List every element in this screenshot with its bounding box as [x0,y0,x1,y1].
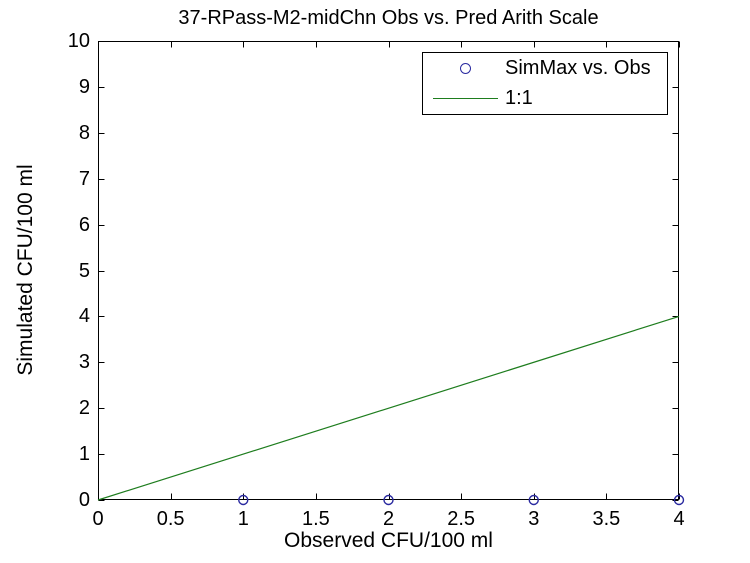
x-tick-label: 3 [528,508,540,530]
x-tick-label: 0.5 [156,508,185,530]
y-tick-label: 2 [78,397,90,420]
data-point-marker [238,494,249,506]
plot-title: 37-RPass-M2-midChn Obs vs. Pred Arith Sc… [178,7,599,29]
y-tick-label: 3 [78,351,90,374]
y-tick-label: 9 [78,75,90,98]
y-tick-label: 4 [78,305,90,328]
x-tick-label: 0 [92,508,104,530]
one-to-one-line [97,315,680,501]
legend-entry-simmax-vs-obs: SimMax vs. Obs [423,53,667,83]
x-tick-label: 2.5 [447,508,476,530]
y-tick-label: 0 [78,489,90,511]
x-tick-label: 2 [382,508,395,530]
circle-marker-icon [460,62,471,74]
y-tick-label: 10 [67,30,90,52]
x-axis-label: Observed CFU/100 ml [284,529,493,552]
y-tick-label: 8 [78,121,90,144]
y-tick-label: 5 [78,259,90,282]
axes-box [98,41,679,500]
legend-label: 1:1 [505,87,533,110]
data-point-marker [383,494,394,506]
line-marker-icon [433,98,498,100]
plot-area [97,41,685,506]
x-tick-label: 1 [237,508,249,530]
y-tick-label: 7 [78,167,90,190]
x-tick-label: 3.5 [592,508,621,530]
legend-label: SimMax vs. Obs [505,56,651,79]
legend: SimMax vs. Obs 1:1 [422,52,668,115]
y-tick-label: 1 [78,443,90,466]
y-tick-label: 6 [78,213,90,236]
data-point-marker [528,494,539,506]
x-tick-label: 4 [673,508,685,530]
legend-entry-one-to-one: 1:1 [423,84,667,114]
data-point-marker [673,494,685,506]
x-tick-label: 1.5 [301,508,330,530]
